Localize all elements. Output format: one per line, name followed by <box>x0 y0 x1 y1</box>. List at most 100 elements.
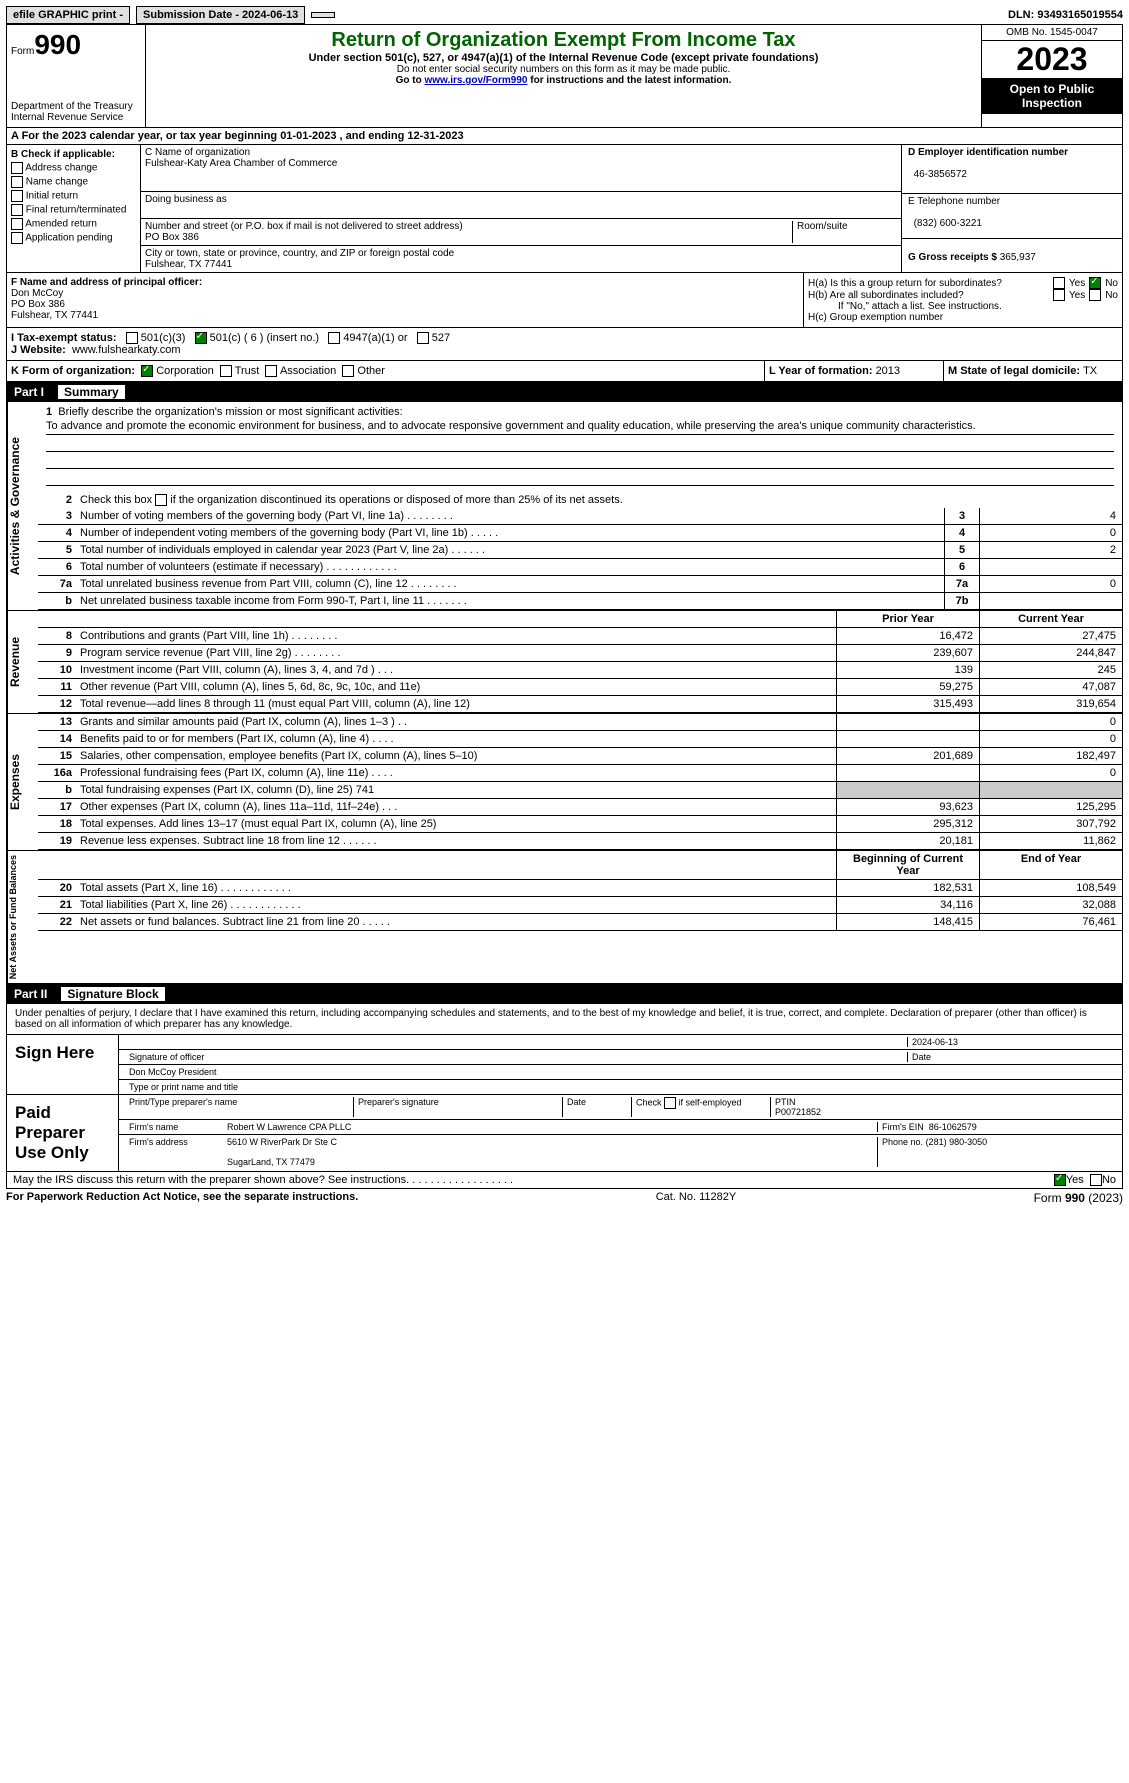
current-header: Current Year <box>979 611 1122 627</box>
527-checkbox[interactable] <box>417 332 429 344</box>
hc-label: H(c) Group exemption number <box>808 312 1118 323</box>
ha-yes-checkbox[interactable] <box>1053 277 1065 289</box>
line2: Check this box if the organization disco… <box>76 492 1122 508</box>
i-label: I Tax-exempt status: <box>11 332 117 344</box>
b-option[interactable]: Final return/terminated <box>11 204 136 216</box>
addr-label: Number and street (or P.O. box if mail i… <box>145 221 463 232</box>
formation-year: 2013 <box>876 365 900 377</box>
c-name-label: C Name of organization <box>145 147 250 158</box>
revenue-row: 8Contributions and grants (Part VIII, li… <box>38 628 1122 645</box>
expense-row: 16aProfessional fundraising fees (Part I… <box>38 765 1122 782</box>
form-number: Form990 <box>11 29 141 61</box>
cat-no: Cat. No. 11282Y <box>358 1191 1033 1205</box>
form-title: Return of Organization Exempt From Incom… <box>150 29 977 52</box>
expense-row: 15Salaries, other compensation, employee… <box>38 748 1122 765</box>
other-checkbox[interactable] <box>342 365 354 377</box>
m-label: M State of legal domicile: <box>948 365 1083 377</box>
expenses-table: Expenses 13Grants and similar amounts pa… <box>6 714 1123 851</box>
b-option[interactable]: Initial return <box>11 190 136 202</box>
part1-header: Part ISummary <box>6 382 1123 402</box>
dba-label: Doing business as <box>145 194 227 205</box>
assoc-checkbox[interactable] <box>265 365 277 377</box>
4947-checkbox[interactable] <box>328 332 340 344</box>
form-ref: Form 990 (2023) <box>1034 1191 1123 1205</box>
efile-button[interactable]: efile GRAPHIC print - <box>6 6 130 24</box>
gov-row: bNet unrelated business taxable income f… <box>38 593 1122 610</box>
l-label: L Year of formation: <box>769 365 876 377</box>
revenue-row: 12Total revenue—add lines 8 through 11 (… <box>38 696 1122 713</box>
gov-label: Activities & Governance <box>7 402 38 610</box>
501c-checkbox[interactable] <box>195 332 207 344</box>
netasset-row: 22Net assets or fund balances. Subtract … <box>38 914 1122 931</box>
k-label: K Form of organization: <box>11 365 135 377</box>
ha-label: H(a) Is this a group return for subordin… <box>808 278 1049 289</box>
line1-label: Briefly describe the organization's miss… <box>58 406 402 418</box>
dln-text: DLN: 93493165019554 <box>1008 9 1123 21</box>
netasset-row: 21Total liabilities (Part X, line 26) . … <box>38 897 1122 914</box>
j-label: J Website: <box>11 344 66 356</box>
officer-printed: Don McCoy President <box>125 1067 221 1077</box>
netasset-row: 20Total assets (Part X, line 16) . . . .… <box>38 880 1122 897</box>
org-address: PO Box 386 <box>145 232 199 243</box>
revenue-table: Revenue Prior YearCurrent Year 8Contribu… <box>6 611 1123 714</box>
print-prep-label: Print/Type preparer's name <box>125 1097 353 1117</box>
org-city: Fulshear, TX 77441 <box>145 259 232 270</box>
b-option[interactable]: Amended return <box>11 218 136 230</box>
hb-no-checkbox[interactable] <box>1089 289 1101 301</box>
governance-table: Activities & Governance 1 Briefly descri… <box>6 402 1123 611</box>
submission-button[interactable]: Submission Date - 2024-06-13 <box>136 6 305 24</box>
e-label: E Telephone number <box>908 196 1000 207</box>
firm-name-label: Firm's name <box>125 1122 223 1132</box>
city-label: City or town, state or province, country… <box>145 248 454 259</box>
netassets-table: Net Assets or Fund Balances Beginning of… <box>6 851 1123 984</box>
row-a-period: A For the 2023 calendar year, or tax yea… <box>6 128 1123 145</box>
sig-officer-label: Signature of officer <box>125 1052 907 1062</box>
spacer-button <box>311 12 335 18</box>
trust-checkbox[interactable] <box>220 365 232 377</box>
officer-name: Don McCoy <box>11 288 63 299</box>
b-option[interactable]: Application pending <box>11 232 136 244</box>
paid-prep-label: Paid Preparer Use Only <box>7 1095 119 1171</box>
irs-yes-checkbox[interactable] <box>1054 1174 1066 1186</box>
date-label: Date <box>907 1052 1116 1062</box>
room-label: Room/suite <box>793 221 897 243</box>
hb-note: If "No," attach a list. See instructions… <box>808 301 1118 312</box>
mission-text: To advance and promote the economic envi… <box>46 420 1114 435</box>
inspection-badge: Open to Public Inspection <box>982 78 1122 114</box>
prep-date-label: Date <box>562 1097 631 1117</box>
section-i-status: I Tax-exempt status: 501(c)(3) 501(c) ( … <box>6 328 1123 361</box>
corp-checkbox[interactable] <box>141 365 153 377</box>
expense-row: 19Revenue less expenses. Subtract line 1… <box>38 833 1122 850</box>
hb-yes-checkbox[interactable] <box>1053 289 1065 301</box>
form-header: Form990 Department of the Treasury Inter… <box>6 24 1123 128</box>
domicile-state: TX <box>1083 365 1097 377</box>
ha-no-checkbox[interactable] <box>1089 277 1101 289</box>
expense-row: bTotal fundraising expenses (Part IX, co… <box>38 782 1122 799</box>
line2-checkbox[interactable] <box>155 494 167 506</box>
prep-sig-label: Preparer's signature <box>353 1097 562 1117</box>
b-option[interactable]: Address change <box>11 162 136 174</box>
top-bar: efile GRAPHIC print - Submission Date - … <box>6 6 1123 24</box>
omb-number: OMB No. 1545-0047 <box>982 25 1122 41</box>
ein-value: 46-3856572 <box>914 169 967 180</box>
officer-addr: PO Box 386 <box>11 299 65 310</box>
self-emp-checkbox[interactable] <box>664 1097 676 1109</box>
tax-year: 2023 <box>982 41 1122 78</box>
g-label: G Gross receipts $ <box>908 252 1000 263</box>
irs-link[interactable]: www.irs.gov/Form990 <box>424 75 527 86</box>
gov-row: 3Number of voting members of the governi… <box>38 508 1122 525</box>
gov-row: 5Total number of individuals employed in… <box>38 542 1122 559</box>
b-option[interactable]: Name change <box>11 176 136 188</box>
dept-text: Department of the Treasury Internal Reve… <box>11 101 141 123</box>
d-label: D Employer identification number <box>908 147 1068 158</box>
sign-here-label: Sign Here <box>7 1035 119 1094</box>
org-name: Fulshear-Katy Area Chamber of Commerce <box>145 158 337 169</box>
gov-row: 6Total number of volunteers (estimate if… <box>38 559 1122 576</box>
page-footer: For Paperwork Reduction Act Notice, see … <box>6 1189 1123 1207</box>
irs-no-checkbox[interactable] <box>1090 1174 1102 1186</box>
firm-phone: (281) 980-3050 <box>926 1137 988 1147</box>
501c3-checkbox[interactable] <box>126 332 138 344</box>
expense-row: 14Benefits paid to or for members (Part … <box>38 731 1122 748</box>
website-value: www.fulshearkaty.com <box>72 344 181 356</box>
rev-label: Revenue <box>7 611 38 713</box>
